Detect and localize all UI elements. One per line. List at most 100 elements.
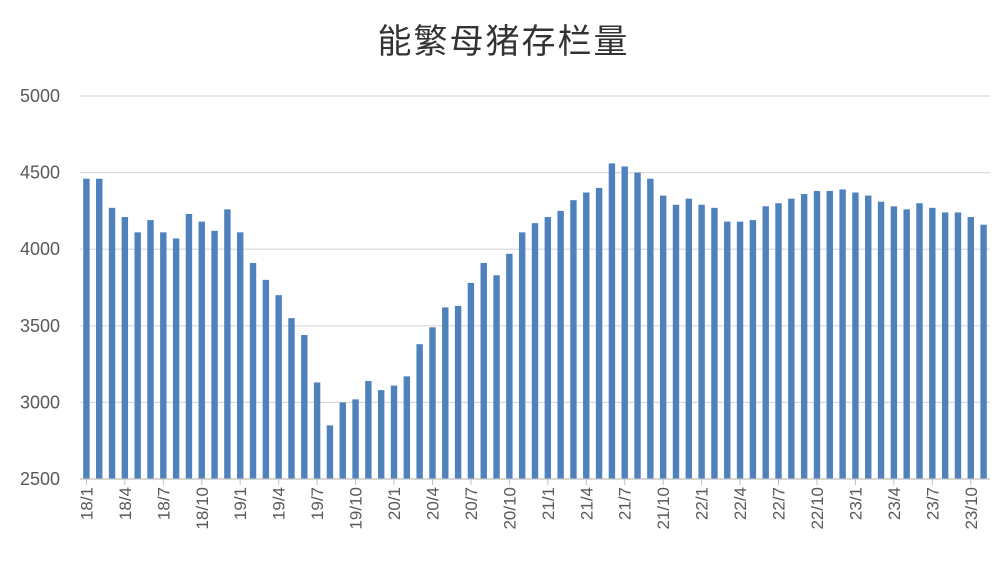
bar — [403, 376, 411, 479]
bar — [544, 217, 552, 479]
bar — [531, 223, 539, 479]
bar — [454, 305, 462, 479]
x-tick-label: 23/1 — [846, 487, 865, 520]
bar — [762, 206, 769, 479]
x-tick-label: 21/7 — [616, 487, 635, 520]
bar — [83, 178, 90, 479]
x-tick-label: 23/7 — [923, 487, 942, 520]
bar — [800, 194, 808, 479]
x-tick-label: 22/10 — [808, 487, 827, 530]
bar — [724, 221, 731, 479]
x-tick-label: 18/7 — [154, 487, 173, 520]
bar — [890, 206, 898, 479]
bar — [134, 232, 141, 479]
x-tick-label: 19/1 — [231, 487, 250, 520]
bar — [916, 203, 923, 480]
x-tick-label: 22/4 — [731, 487, 750, 520]
bar — [954, 212, 962, 479]
bar — [185, 213, 193, 480]
bar — [467, 282, 475, 479]
bar — [749, 220, 757, 480]
bar — [852, 192, 859, 480]
bar — [224, 209, 231, 480]
bar — [647, 178, 654, 479]
bar — [941, 212, 949, 479]
bar — [813, 190, 821, 479]
bar — [211, 230, 218, 479]
bar — [313, 382, 321, 479]
bar — [711, 207, 718, 479]
x-tick-label: 19/10 — [347, 487, 366, 530]
y-axis-ticks: 2500 3000 3500 4000 4500 5000 — [20, 86, 60, 489]
x-tick-label: 21/1 — [539, 487, 558, 520]
bar — [788, 198, 795, 480]
bar — [877, 201, 885, 479]
bar — [96, 178, 103, 479]
bar — [198, 221, 205, 479]
bar — [339, 402, 346, 479]
bar — [442, 307, 449, 479]
bar — [288, 318, 295, 479]
bar — [736, 221, 744, 479]
bar — [160, 232, 167, 479]
y-tick-label: 5000 — [20, 86, 60, 106]
bar — [326, 425, 334, 479]
bar — [249, 262, 257, 479]
y-tick-label: 4500 — [20, 163, 60, 183]
bar — [865, 195, 872, 479]
bar — [352, 399, 359, 479]
y-tick-label: 4000 — [20, 239, 60, 259]
bar — [685, 198, 693, 480]
x-tick-label: 19/7 — [308, 487, 327, 520]
bar — [595, 187, 603, 480]
y-tick-label: 2500 — [20, 469, 60, 489]
bar — [262, 279, 270, 479]
bar — [377, 390, 385, 479]
bar — [108, 207, 116, 479]
bar — [518, 232, 526, 479]
bar — [903, 209, 910, 480]
x-tick-label: 20/7 — [462, 487, 481, 520]
x-tick-label: 22/7 — [770, 487, 789, 520]
bar — [121, 217, 129, 479]
x-tick-label: 18/10 — [193, 487, 212, 530]
x-tick-label: 22/1 — [693, 487, 712, 520]
x-axis-ticks: 18/1 18/4 18/7 18/10 19/1 19/4 19/7 19/10 20/1 20… — [77, 479, 981, 530]
bar — [493, 275, 500, 479]
bar — [929, 207, 936, 479]
x-tick-label: 21/10 — [654, 487, 673, 530]
bar-series — [83, 163, 987, 480]
bar — [775, 203, 782, 480]
bar — [839, 189, 846, 479]
x-tick-label: 18/4 — [116, 487, 135, 520]
chart-title: 能繁母猪存栏量 — [377, 22, 630, 62]
bar — [301, 334, 308, 479]
x-tick-label: 18/1 — [77, 487, 96, 520]
bar — [147, 220, 154, 480]
bar — [570, 200, 577, 479]
x-tick-label: 19/4 — [270, 487, 289, 520]
bar — [608, 163, 616, 479]
bar — [172, 238, 180, 479]
bar — [980, 224, 987, 479]
x-tick-label: 23/4 — [885, 487, 904, 520]
x-tick-label: 21/4 — [577, 487, 596, 520]
bar — [275, 295, 282, 479]
bar — [480, 262, 487, 479]
bar — [237, 232, 244, 479]
bar — [557, 210, 564, 479]
y-tick-label: 3000 — [20, 392, 60, 412]
bar — [698, 204, 705, 479]
bar — [365, 380, 372, 479]
bar — [967, 217, 974, 479]
bar — [429, 327, 436, 479]
x-tick-label: 23/10 — [962, 487, 981, 530]
y-tick-label: 3500 — [20, 316, 60, 336]
x-tick-label: 20/4 — [423, 487, 442, 520]
bar — [621, 166, 628, 480]
bar — [659, 195, 667, 479]
bar — [416, 344, 423, 479]
bar — [634, 172, 641, 479]
bar — [506, 253, 513, 479]
